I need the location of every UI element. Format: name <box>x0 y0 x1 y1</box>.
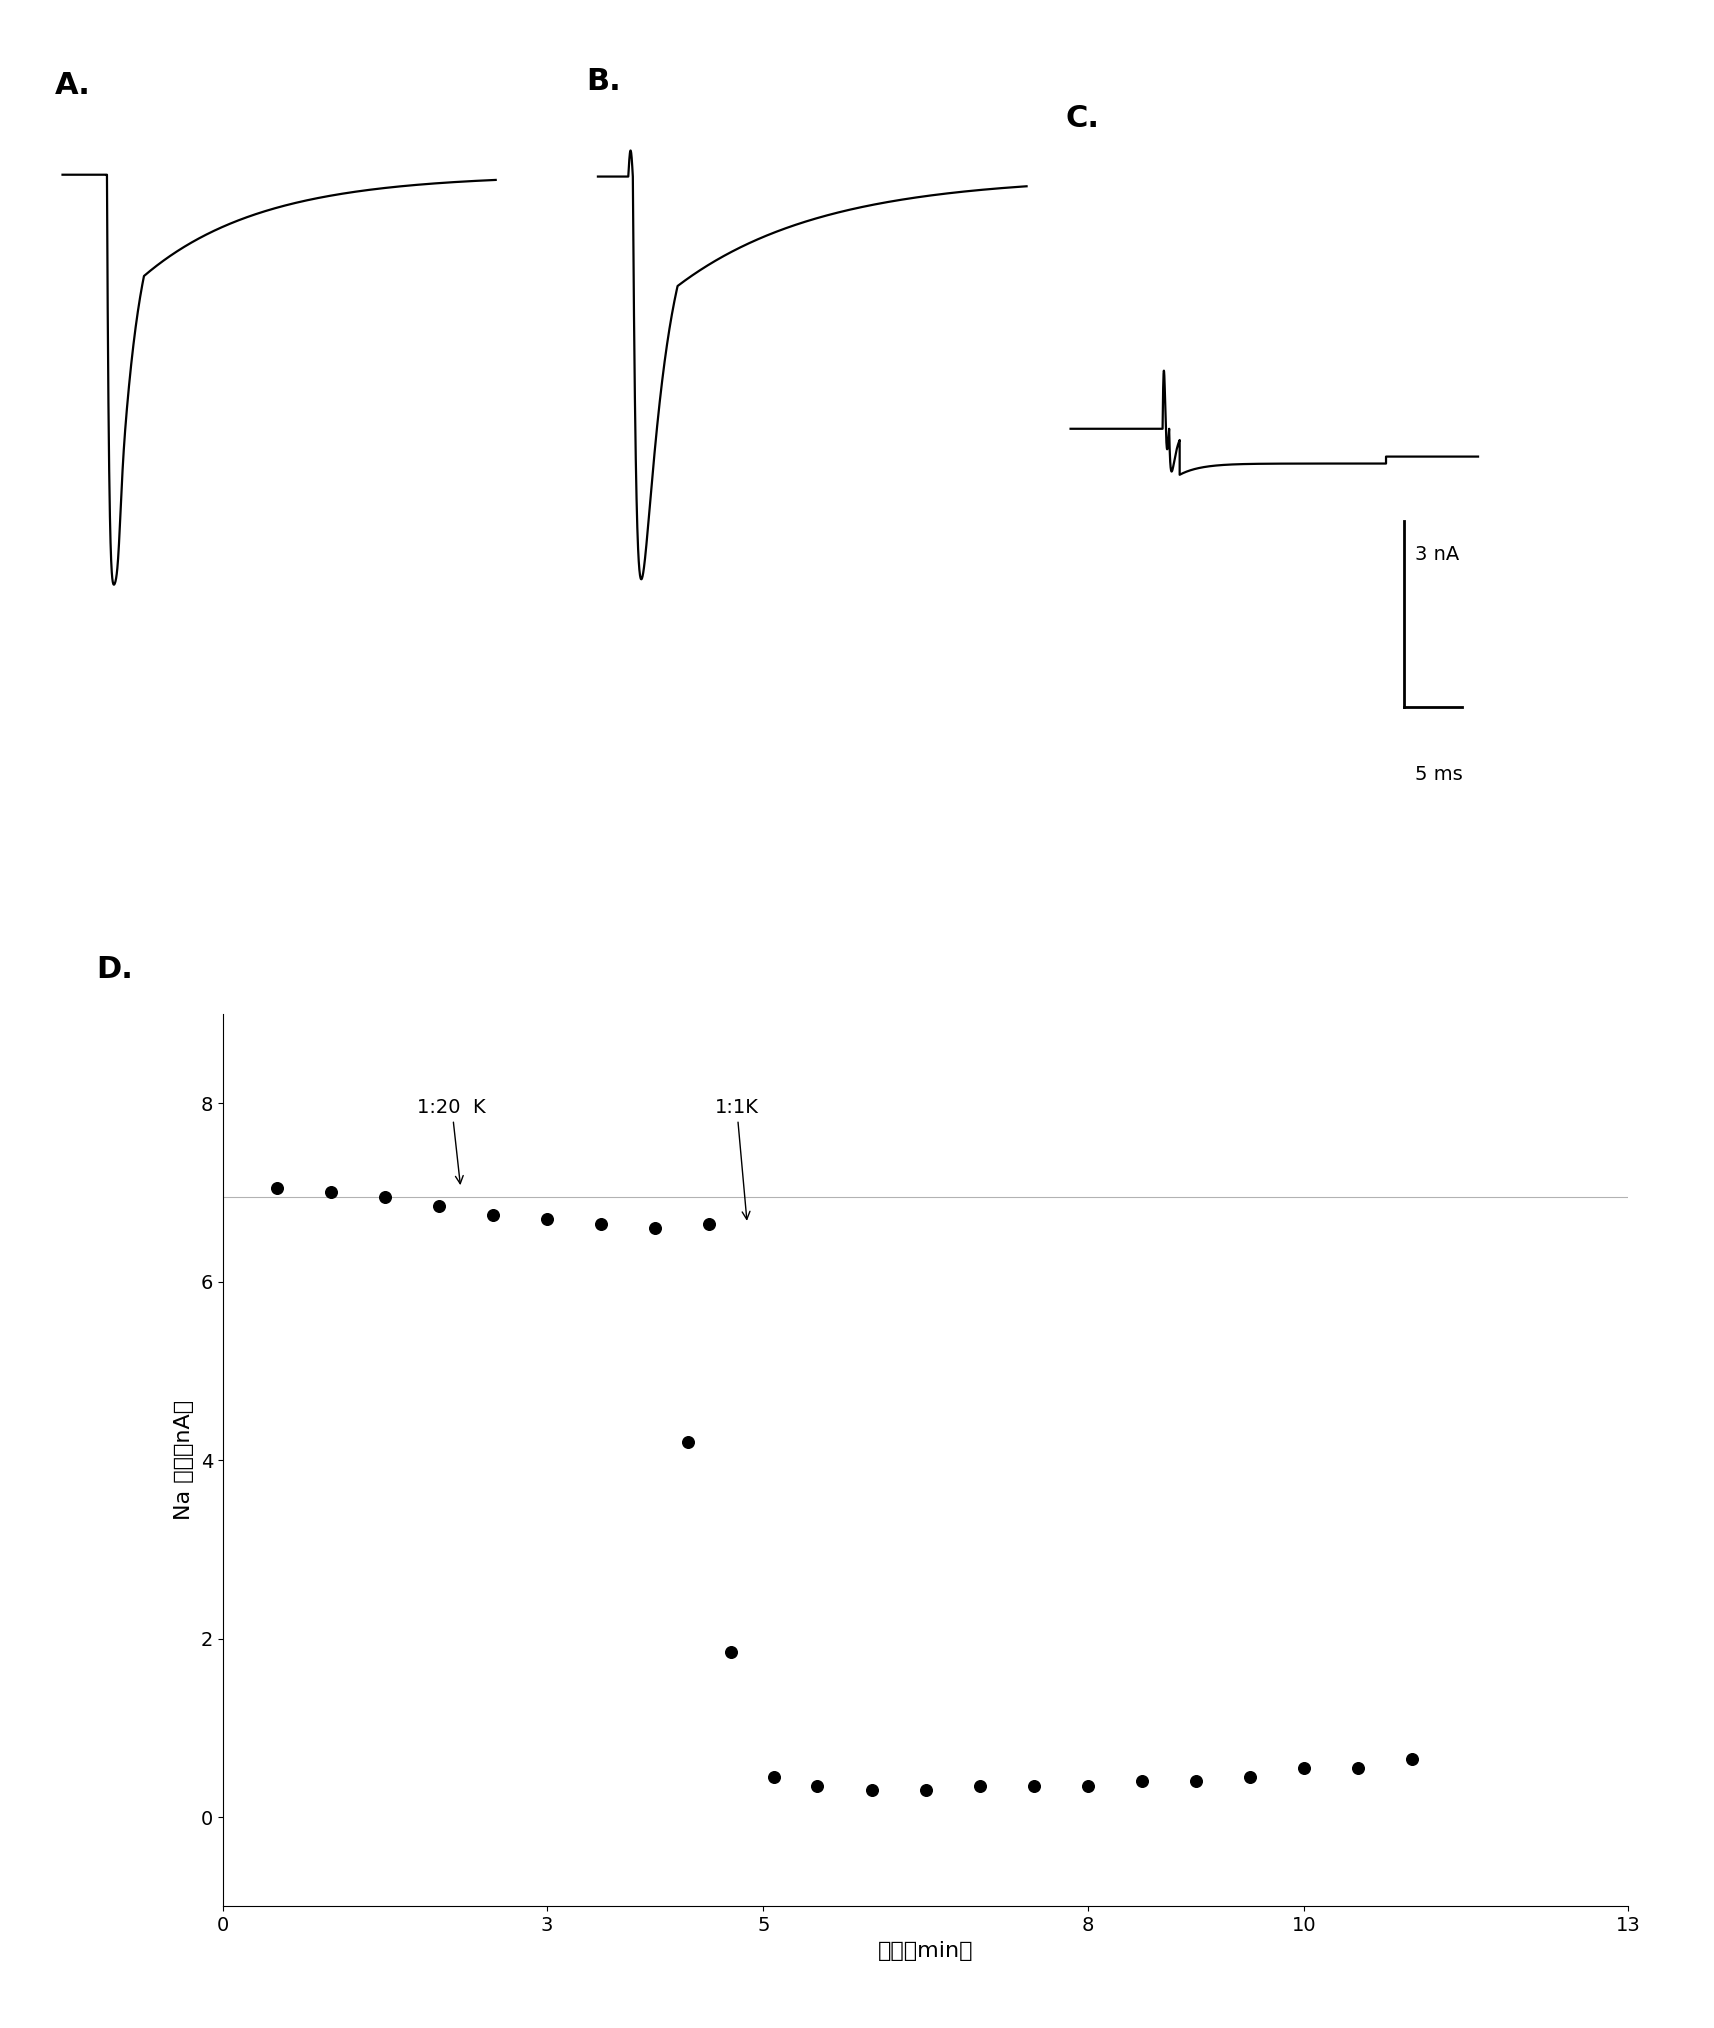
Point <box>317 1176 345 1209</box>
Point <box>588 1207 615 1239</box>
Point <box>1183 1764 1210 1797</box>
Point <box>1236 1760 1263 1793</box>
Point <box>1020 1770 1047 1803</box>
Text: 1:1K: 1:1K <box>715 1097 759 1219</box>
Point <box>641 1213 668 1245</box>
Point <box>967 1770 994 1803</box>
Point <box>1399 1742 1426 1774</box>
Text: 3 nA: 3 nA <box>1416 546 1459 564</box>
Point <box>480 1199 507 1231</box>
Text: D.: D. <box>96 955 134 984</box>
X-axis label: 时间（min）: 时间（min） <box>878 1941 974 1961</box>
Point <box>372 1180 399 1213</box>
Point <box>912 1774 939 1807</box>
Point <box>1291 1752 1318 1785</box>
Y-axis label: Na 电流（nA）: Na 电流（nA） <box>173 1399 194 1521</box>
Text: C.: C. <box>1066 105 1099 134</box>
Point <box>1128 1764 1155 1797</box>
Point <box>857 1774 884 1807</box>
Point <box>1344 1752 1371 1785</box>
Point <box>264 1172 291 1205</box>
Point <box>425 1190 452 1223</box>
Text: 5 ms: 5 ms <box>1416 765 1462 785</box>
Point <box>761 1760 788 1793</box>
Point <box>533 1203 560 1235</box>
Point <box>674 1426 701 1458</box>
Point <box>1075 1770 1102 1803</box>
Text: A.: A. <box>55 71 91 99</box>
Point <box>804 1770 831 1803</box>
Text: B.: B. <box>586 67 620 95</box>
Point <box>696 1207 723 1239</box>
Text: 1:20  K: 1:20 K <box>418 1097 487 1184</box>
Point <box>716 1637 744 1669</box>
